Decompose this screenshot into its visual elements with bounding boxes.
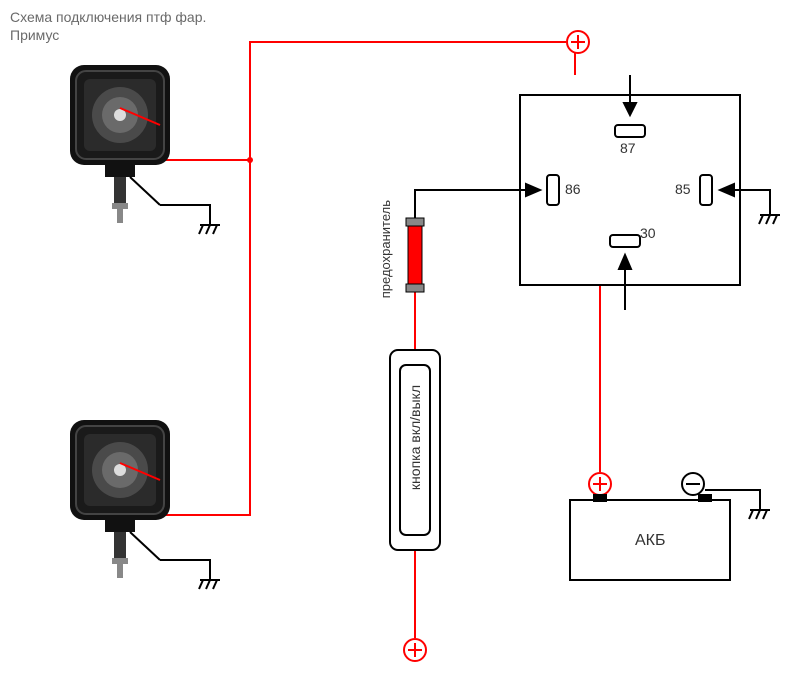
relay-pin-87-label: 87 (620, 140, 636, 156)
ground-icon (749, 510, 770, 519)
relay-pin-85-label: 85 (675, 181, 691, 197)
wire-power-lamp1 (160, 125, 250, 160)
battery-label: АКБ (635, 532, 666, 550)
wire-junction (247, 157, 253, 163)
relay-pin-86-label: 86 (565, 181, 581, 197)
ground-icon (199, 225, 220, 234)
plus-symbol-batt (589, 473, 611, 495)
wire-lamp1-gnd (160, 205, 210, 225)
minus-symbol-batt (682, 473, 704, 495)
fuse-label: предохранитель (378, 200, 393, 298)
ground-icon (759, 215, 780, 224)
wiring-diagram (0, 0, 800, 690)
fuse (406, 218, 424, 292)
wire-lamp2-gnd (160, 560, 210, 580)
fog-lamp-1 (70, 65, 170, 223)
wire-power-top (250, 42, 558, 160)
relay-pin-30-label: 30 (640, 225, 656, 241)
relay (520, 95, 740, 285)
plus-symbol-top (567, 31, 589, 53)
plus-symbol-bottom (404, 639, 426, 661)
ground-icon (199, 580, 220, 589)
switch-label: кнопка вкл/выкл (407, 385, 423, 490)
wire-power-lamp2 (160, 160, 250, 515)
fog-lamp-2 (70, 420, 170, 578)
